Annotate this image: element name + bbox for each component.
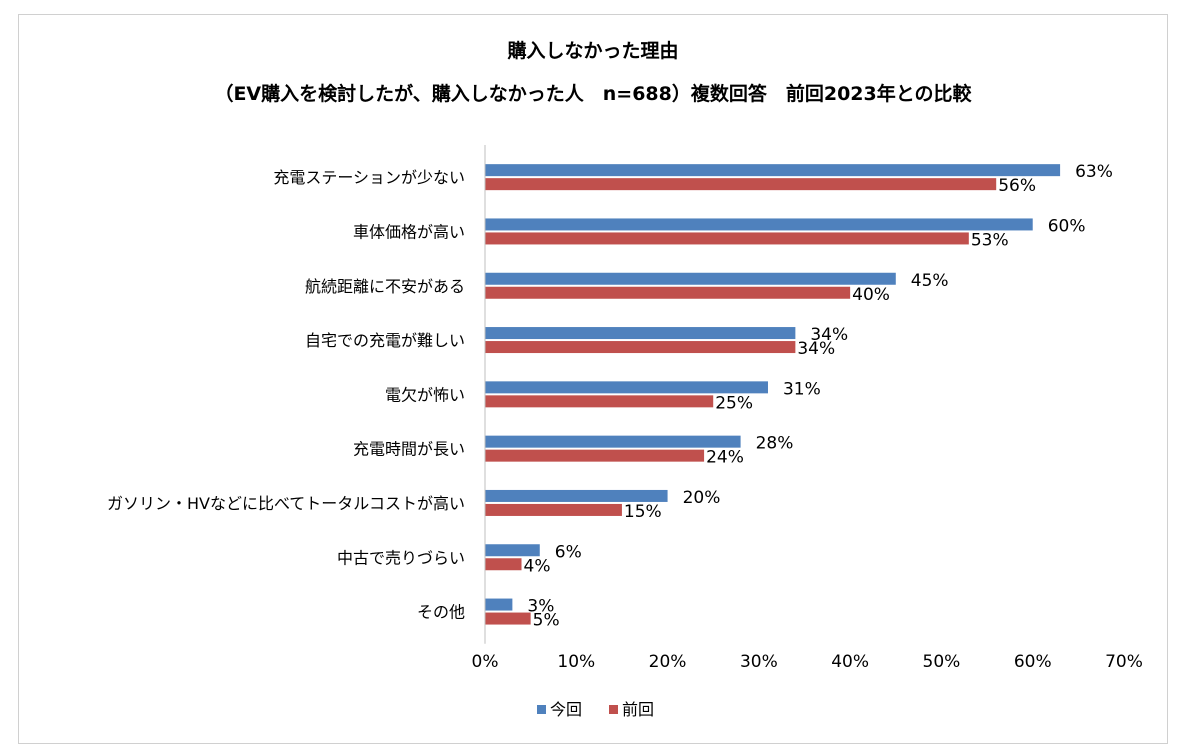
bar-previous: [485, 612, 531, 625]
bar-previous: [485, 449, 705, 462]
data-label-previous: 4%: [524, 556, 551, 576]
data-label-previous: 25%: [715, 393, 753, 413]
category-label: 中古で売りづらい: [337, 548, 465, 567]
category-label: 充電ステーションが少ない: [273, 168, 465, 187]
bar-current: [485, 381, 768, 394]
data-label-current: 20%: [683, 488, 721, 508]
data-label-previous: 15%: [624, 502, 662, 522]
legend-swatch-current: [537, 705, 546, 714]
x-tick-label: 10%: [557, 652, 595, 672]
category-label: 自宅での充電が難しい: [305, 331, 465, 350]
data-label-previous: 5%: [533, 611, 560, 631]
chart-frame: 購入しなかった理由 （EV購入を検討したが、購入しなかった人 n=688）複数回…: [18, 14, 1168, 744]
legend-label-previous: 前回: [622, 700, 654, 719]
bar-current: [485, 164, 1061, 177]
category-labels: 充電ステーションが少ない車体価格が高い航続距離に不安がある自宅での充電が難しい電…: [107, 168, 465, 621]
x-tick-label: 40%: [831, 652, 869, 672]
bar-current: [485, 327, 796, 340]
x-tick-label: 30%: [740, 652, 778, 672]
bar-current: [485, 544, 540, 557]
x-tick-label: 70%: [1105, 652, 1143, 672]
legend: 今回 前回: [537, 700, 654, 719]
x-tick-label: 0%: [472, 652, 499, 672]
bar-current: [485, 598, 513, 611]
legend-label-current: 今回: [550, 700, 582, 719]
x-tick-label: 50%: [923, 652, 961, 672]
data-label-previous: 34%: [797, 339, 835, 359]
bar-previous: [485, 503, 622, 516]
bar-current: [485, 218, 1033, 231]
bar-previous: [485, 286, 851, 299]
category-label: 車体価格が高い: [353, 222, 465, 241]
data-label-current: 34%: [810, 325, 848, 345]
x-tick-label: 60%: [1014, 652, 1052, 672]
x-tick-label: 20%: [649, 652, 687, 672]
data-label-current: 6%: [555, 542, 582, 562]
chart-title: 購入しなかった理由: [507, 39, 678, 62]
category-label: 電欠が怖い: [385, 385, 465, 404]
legend-swatch-previous: [609, 705, 618, 714]
data-label-previous: 24%: [706, 448, 744, 468]
data-label-current: 28%: [756, 434, 794, 454]
data-label-previous: 40%: [852, 285, 890, 305]
bar-previous: [485, 178, 997, 191]
bar-previous: [485, 558, 522, 571]
bar-current: [485, 489, 668, 502]
data-label-current: 31%: [783, 379, 821, 399]
category-label: その他: [417, 603, 465, 622]
chart-subtitle: （EV購入を検討したが、購入しなかった人 n=688）複数回答 前回2023年と…: [214, 82, 972, 105]
data-label-current: 3%: [527, 597, 554, 617]
category-label: 航続距離に不安がある: [305, 277, 465, 296]
bar-chart: 購入しなかった理由 （EV購入を検討したが、購入しなかった人 n=688）複数回…: [107, 39, 1143, 719]
bar-previous: [485, 341, 796, 354]
x-axis-ticks: 0% 10% 20% 30% 40% 50% 60% 70%: [472, 652, 1143, 672]
data-label-current: 45%: [911, 271, 949, 291]
data-labels: 63%56%60%53%45%40%34%34%31%25%28%24%20%1…: [524, 162, 1113, 630]
bar-previous: [485, 232, 969, 245]
data-label-previous: 53%: [971, 230, 1009, 250]
category-label: ガソリン・HVなどに比べてトータルコストが高い: [107, 494, 465, 513]
category-label: 充電時間が長い: [353, 440, 465, 459]
bars: [485, 164, 1061, 625]
data-label-current: 60%: [1048, 216, 1086, 236]
bar-current: [485, 435, 741, 448]
data-label-current: 63%: [1075, 162, 1113, 182]
bar-previous: [485, 395, 714, 408]
data-label-previous: 56%: [998, 176, 1036, 196]
bar-current: [485, 272, 896, 285]
